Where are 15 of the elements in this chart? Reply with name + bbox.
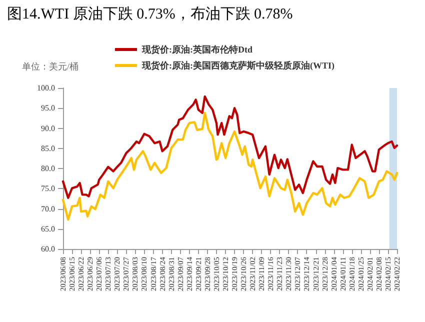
y-tick-label: 75.0 xyxy=(41,184,55,194)
y-tick-label: 95.0 xyxy=(41,104,55,113)
y-tick-label: 90.0 xyxy=(41,124,55,133)
chart-title: 图14.WTI 原油下跌 0.73%，布油下跌 0.78% xyxy=(7,6,293,22)
line-series xyxy=(62,112,398,221)
text: 单位：美元/桶 xyxy=(22,62,79,72)
y-tick-label: 60.0 xyxy=(41,244,55,254)
legend-label: 现货价:原油:美国西德克萨斯中级轻质原油(WTI) xyxy=(141,60,334,70)
y-tick-label: 85.0 xyxy=(41,144,55,153)
legend-label: 现货价:原油:英国布伦特Dtd xyxy=(141,44,252,54)
y-tick-label: 80.0 xyxy=(41,164,55,173)
y-tick-label: 65.0 xyxy=(41,224,55,234)
y-tick-label: 100.0 xyxy=(37,84,55,92)
line-series xyxy=(62,95,398,199)
y-tick-label: 70.0 xyxy=(41,204,55,214)
